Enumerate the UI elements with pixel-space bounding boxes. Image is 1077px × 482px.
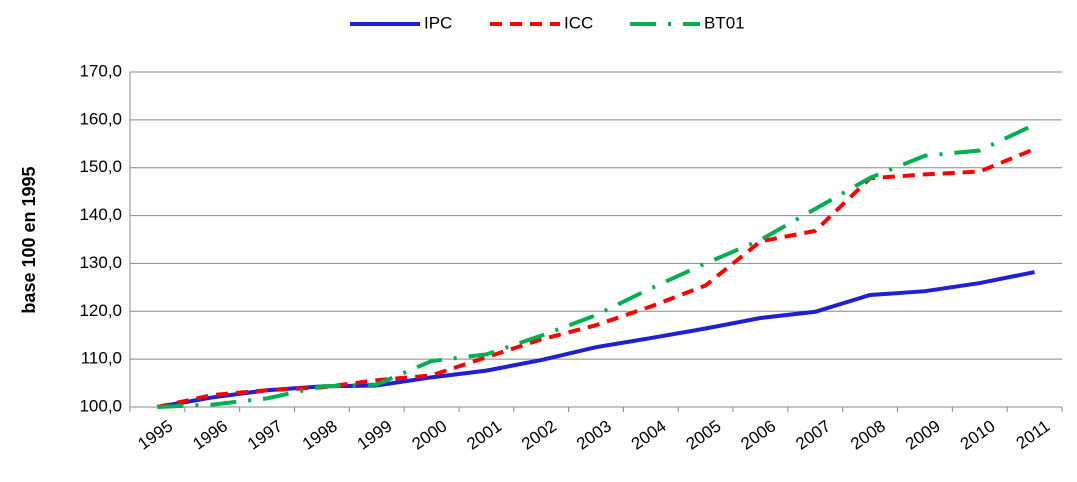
x-tick-label: 2011 bbox=[1013, 416, 1054, 453]
y-tick-label: 110,0 bbox=[81, 349, 122, 368]
x-tick-label: 2010 bbox=[957, 416, 999, 453]
series-line bbox=[157, 122, 1036, 409]
x-tick-label: 2003 bbox=[573, 416, 615, 453]
y-axis-title: base 100 en 1995 bbox=[19, 166, 39, 313]
x-tick-label: 2001 bbox=[463, 416, 505, 453]
x-tick-label: 2000 bbox=[409, 416, 451, 453]
series-line bbox=[156, 147, 1036, 409]
x-tick-label: 2007 bbox=[792, 416, 834, 453]
series-line bbox=[157, 270, 1035, 409]
x-tick-label: 1999 bbox=[354, 416, 396, 453]
y-tick-label: 120,0 bbox=[79, 301, 122, 320]
y-tick-label: 150,0 bbox=[79, 157, 122, 176]
x-tick-label: 1995 bbox=[134, 416, 176, 453]
legend-label: IPC bbox=[424, 13, 452, 32]
x-tick-label: 2009 bbox=[902, 416, 944, 453]
x-tick-label: 2002 bbox=[518, 416, 560, 453]
y-tick-label: 100,0 bbox=[79, 396, 122, 415]
x-tick-label: 2005 bbox=[683, 416, 725, 453]
x-tick-label: 2008 bbox=[847, 416, 889, 453]
x-tick-label: 2004 bbox=[628, 416, 670, 453]
y-tick-label: 130,0 bbox=[79, 253, 122, 272]
y-tick-label: 170,0 bbox=[79, 61, 122, 80]
x-tick-label: 2006 bbox=[737, 416, 779, 453]
x-tick-label: 1996 bbox=[189, 416, 231, 453]
x-tick-label: 1997 bbox=[244, 416, 286, 453]
y-tick-label: 160,0 bbox=[79, 109, 122, 128]
y-tick-label: 140,0 bbox=[79, 205, 122, 224]
x-tick-label: 1998 bbox=[299, 416, 341, 453]
legend-label: ICC bbox=[564, 13, 593, 32]
legend-label: BT01 bbox=[704, 13, 745, 32]
